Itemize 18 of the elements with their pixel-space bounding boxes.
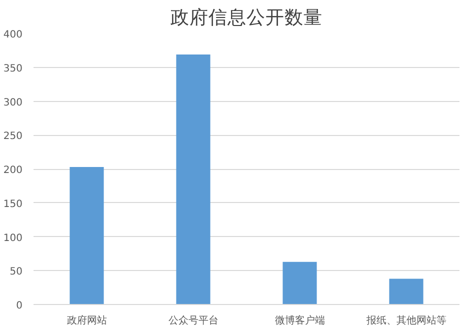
bar [389, 278, 424, 304]
x-tick-label: 微博客户端 [274, 314, 325, 326]
chart-title: 政府信息公开数量 [170, 6, 322, 28]
y-tick-label: 300 [3, 97, 23, 108]
y-tick-label: 0 [16, 300, 23, 312]
x-tick-label: 公众号平台 [168, 314, 218, 326]
bar [70, 166, 104, 304]
x-tick-label: 政府网站 [66, 314, 107, 326]
y-tick-label: 350 [3, 63, 23, 74]
bar [176, 54, 210, 304]
y-tick-label: 150 [3, 198, 23, 210]
x-tick-label: 报纸、其他网站等 [365, 314, 446, 326]
y-tick-label: 50 [10, 266, 23, 278]
y-tick-label: 100 [3, 232, 23, 244]
bar [282, 262, 317, 304]
y-tick-label: 200 [3, 165, 23, 176]
y-tick-label: 400 [3, 30, 23, 40]
y-tick-label: 250 [3, 131, 23, 142]
